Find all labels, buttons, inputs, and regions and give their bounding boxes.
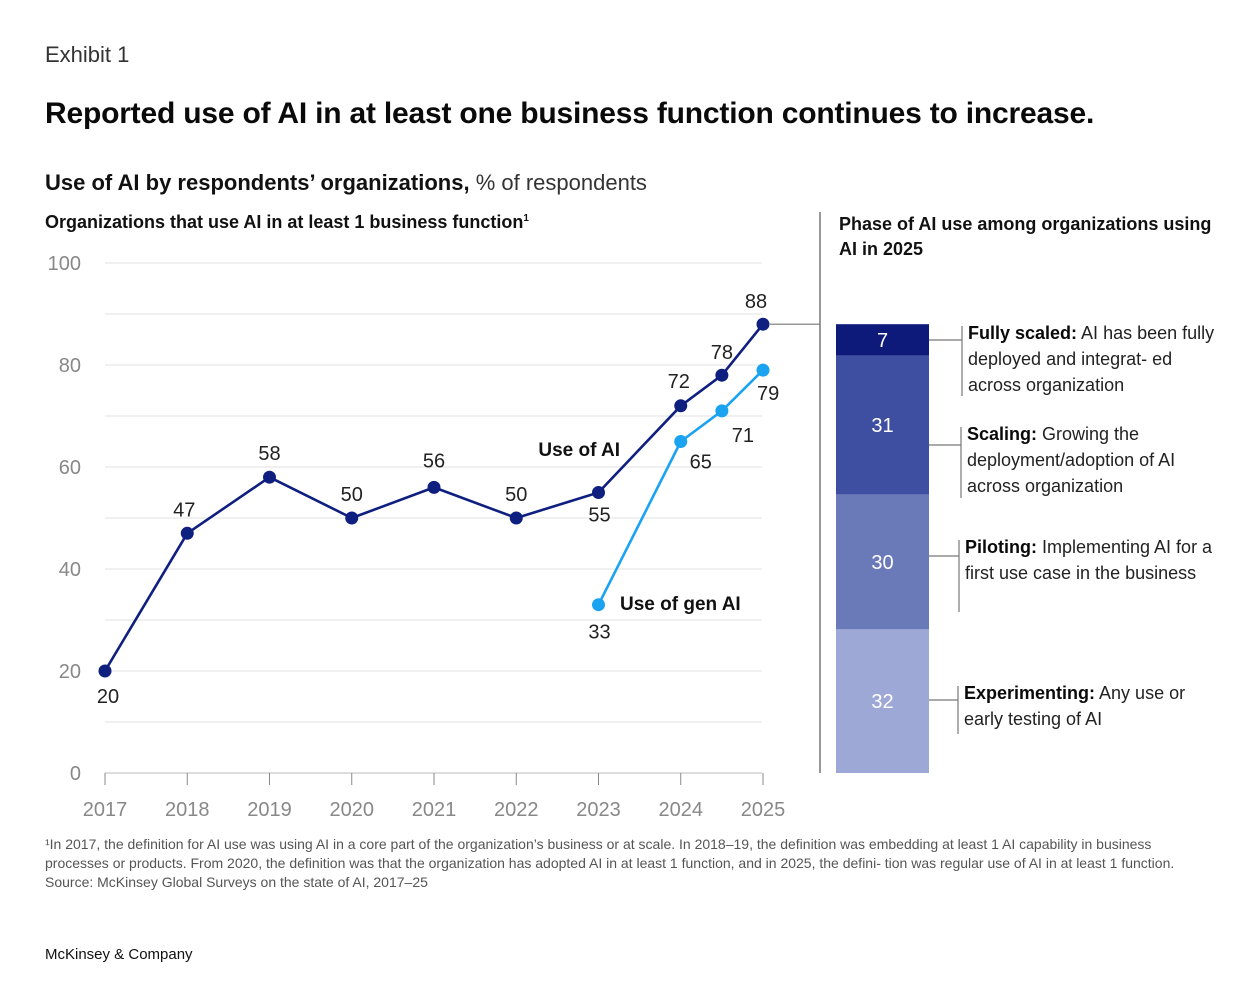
- phase-name: Scaling:: [967, 424, 1038, 444]
- data-label: 79: [757, 383, 779, 405]
- data-point: [180, 526, 194, 540]
- subtitle-unit: % of respondents: [469, 170, 647, 195]
- x-tick-label: 2024: [659, 799, 704, 821]
- data-point: [715, 368, 729, 382]
- x-tick-label: 2022: [494, 799, 539, 821]
- exhibit-label: Exhibit 1: [45, 42, 130, 67]
- phase-label-fully-scaled: Fully scaled: AI has been fully deployed…: [968, 320, 1223, 398]
- data-point: [263, 470, 276, 484]
- bar-segment-scaling: [836, 355, 929, 495]
- phase-name: Piloting:: [965, 537, 1037, 557]
- data-label: 55: [588, 505, 610, 527]
- phase-label-experimenting: Experimenting: Any use or early testing …: [964, 680, 1219, 732]
- bar-segment-fully-scaled: [836, 324, 929, 356]
- y-tick-label: 20: [59, 661, 81, 683]
- series-label-use-of-ai: Use of AI: [538, 440, 620, 461]
- y-tick-label: 0: [70, 763, 81, 785]
- source-text: Source: McKinsey Global Surveys on the s…: [45, 874, 428, 890]
- data-point: [756, 317, 770, 331]
- data-point: [427, 480, 441, 494]
- x-tick-label: 2020: [330, 799, 375, 821]
- data-point: [674, 435, 688, 448]
- footnote-text: ¹In 2017, the definition for AI use was …: [45, 836, 1175, 871]
- data-point: [592, 598, 605, 612]
- series-label-use-of-gen-ai: Use of gen AI: [620, 594, 741, 615]
- x-tick-label: 2019: [247, 799, 292, 821]
- bar-segment-experimenting: [836, 629, 929, 773]
- bar-value-label: 31: [871, 415, 893, 437]
- x-tick-label: 2023: [576, 799, 621, 821]
- data-point: [345, 511, 359, 525]
- phase-label-piloting: Piloting: Implementing AI for a first us…: [965, 534, 1220, 586]
- data-label: 33: [588, 622, 610, 644]
- data-label: 50: [341, 484, 363, 506]
- chart-subtitle: Use of AI by respondents’ organizations,…: [45, 170, 647, 196]
- x-tick-label: 2025: [741, 799, 786, 821]
- footnote: ¹In 2017, the definition for AI use was …: [45, 835, 1195, 892]
- bar-value-label: 32: [871, 691, 893, 713]
- phase-description: AI has been fully deployed and integrat-…: [968, 323, 1215, 395]
- bar-value-label: 30: [871, 552, 893, 574]
- data-point: [509, 511, 523, 525]
- phase-description: Growing the deployment/adoption of AI ac…: [967, 424, 1176, 496]
- series-line-use-of-ai: [103, 323, 765, 672]
- data-label: 47: [173, 499, 195, 521]
- phase-description: Any use or early testing of AI: [964, 683, 1186, 729]
- data-label: 58: [258, 443, 280, 465]
- data-label: 78: [711, 342, 733, 364]
- data-label: 71: [732, 425, 754, 447]
- data-label: 50: [505, 484, 527, 506]
- data-point: [715, 404, 729, 418]
- phase-name: Experimenting:: [964, 683, 1096, 703]
- y-tick-label: 60: [59, 457, 81, 479]
- data-label: 88: [745, 291, 767, 313]
- data-label: 20: [97, 686, 119, 708]
- data-point: [674, 399, 688, 413]
- line-chart-heading: Organizations that use AI in at least 1 …: [45, 212, 529, 233]
- chart-title: Reported use of AI in at least one busin…: [45, 97, 1095, 130]
- x-tick-label: 2021: [412, 799, 457, 821]
- phase-description: Implementing AI for a first use case in …: [965, 537, 1213, 583]
- phase-chart-heading: Phase of AI use among organizations usin…: [839, 214, 1212, 259]
- subtitle-bold: Use of AI by respondents’ organizations,: [45, 170, 470, 195]
- y-tick-label: 80: [59, 355, 81, 377]
- bar-segment-piloting: [836, 494, 929, 630]
- data-label: 65: [690, 452, 712, 474]
- data-point: [592, 486, 605, 499]
- series-line-use-of-gen-ai: [597, 369, 764, 606]
- bar-value-label: 7: [877, 330, 888, 352]
- phase-label-scaling: Scaling: Growing the deployment/adoption…: [967, 421, 1222, 499]
- x-tick-label: 2017: [83, 799, 128, 821]
- data-label: 56: [423, 450, 445, 472]
- brand-logo-text: McKinsey & Company: [45, 946, 193, 963]
- footnote-marker: 1: [523, 213, 529, 224]
- phase-name: Fully scaled:: [968, 323, 1078, 343]
- line-chart-heading-text: Organizations that use AI in at least 1 …: [45, 212, 524, 232]
- x-tick-label: 2018: [165, 799, 210, 821]
- y-tick-label: 40: [59, 559, 81, 581]
- data-point: [756, 363, 770, 377]
- data-label: 72: [668, 371, 690, 393]
- y-tick-label: 100: [48, 253, 81, 275]
- data-point: [98, 664, 112, 678]
